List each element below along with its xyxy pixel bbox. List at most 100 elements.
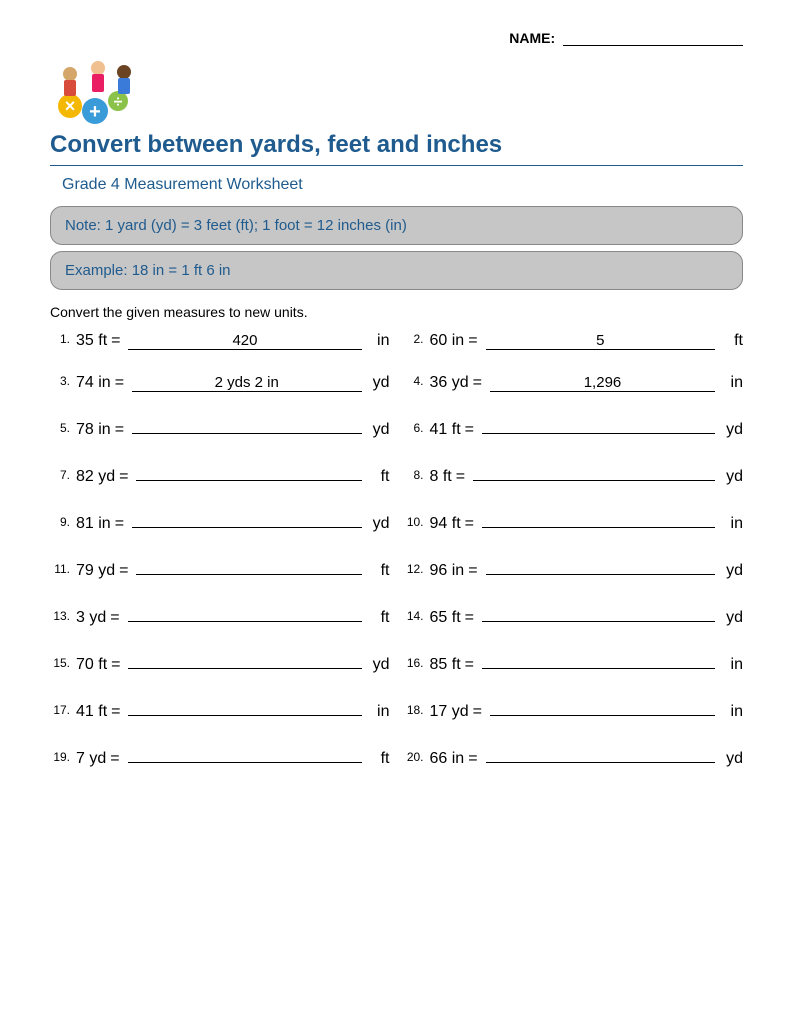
problem-given: 35 ft [76, 332, 107, 350]
subtitle: Grade 4 Measurement Worksheet [50, 176, 743, 194]
target-unit: yd [719, 750, 743, 768]
answer-blank[interactable]: 5 [486, 332, 715, 350]
problem-given: 94 ft [430, 515, 461, 533]
answer-blank[interactable] [128, 651, 361, 669]
problem-given: 66 in [430, 750, 465, 768]
problem-number: 4. [404, 374, 430, 388]
problem-given: 41 ft [430, 421, 461, 439]
problem-number: 12. [404, 562, 430, 576]
problem-given: 74 in [76, 374, 111, 392]
problem-given: 70 ft [76, 656, 107, 674]
problem-number: 1. [50, 332, 76, 346]
problem-number: 3. [50, 374, 76, 388]
answer-blank[interactable] [490, 698, 715, 716]
equals-sign: = [110, 609, 119, 627]
answer-blank[interactable] [132, 510, 361, 528]
problem-given: 41 ft [76, 703, 107, 721]
problem-row: 9.81 in=yd [50, 510, 390, 533]
problem-row: 7.82 yd=ft [50, 463, 390, 486]
equals-sign: = [111, 332, 120, 350]
problem-row: 8.8 ft=yd [404, 463, 744, 486]
problem-given: 7 yd [76, 750, 106, 768]
name-field: NAME: [50, 30, 743, 46]
answer-blank[interactable] [128, 745, 362, 763]
equals-sign: = [465, 656, 474, 674]
problem-number: 15. [50, 656, 76, 670]
target-unit: in [719, 703, 743, 721]
problem-number: 14. [404, 609, 430, 623]
target-unit: in [366, 332, 390, 350]
problem-row: 15.70 ft=yd [50, 651, 390, 674]
equals-sign: = [468, 332, 477, 350]
problem-row: 16.85 ft= in [404, 651, 744, 674]
problem-row: 1.35 ft= 420 in [50, 332, 390, 350]
problem-row: 18.17 yd=in [404, 698, 744, 721]
problem-row: 6.41 ft=yd [404, 416, 744, 439]
problem-number: 18. [404, 703, 430, 717]
problem-number: 13. [50, 609, 76, 623]
problem-given: 3 yd [76, 609, 106, 627]
answer-blank[interactable] [128, 698, 361, 716]
equals-sign: = [110, 750, 119, 768]
problem-number: 9. [50, 515, 76, 529]
problem-number: 17. [50, 703, 76, 717]
answer-blank[interactable] [136, 557, 361, 575]
problem-row: 4.36 yd=1,296in [404, 374, 744, 392]
target-unit: yd [719, 468, 743, 486]
problem-number: 16. [404, 656, 430, 670]
target-unit: ft [719, 332, 743, 350]
problem-given: 17 yd [430, 703, 469, 721]
answer-blank[interactable]: 2 yds 2 in [132, 374, 361, 392]
answer-blank[interactable] [486, 745, 715, 763]
problem-number: 20. [404, 750, 430, 764]
problem-given: 96 in [430, 562, 465, 580]
equals-sign: = [115, 421, 124, 439]
answer-blank[interactable] [132, 416, 361, 434]
svg-text:+: + [89, 101, 101, 123]
answer-blank[interactable] [486, 557, 715, 575]
problem-given: 65 ft [430, 609, 461, 627]
problem-given: 36 yd [430, 374, 469, 392]
answer-blank[interactable]: 1,296 [490, 374, 715, 392]
equals-sign: = [119, 468, 128, 486]
page-title: Convert between yards, feet and inches [50, 131, 743, 166]
equals-sign: = [111, 703, 120, 721]
target-unit: yd [366, 374, 390, 392]
target-unit: yd [719, 421, 743, 439]
problem-given: 82 yd [76, 468, 115, 486]
problem-given: 78 in [76, 421, 111, 439]
target-unit: yd [366, 656, 390, 674]
problem-number: 8. [404, 468, 430, 482]
problem-row: 10.94 ft=in [404, 510, 744, 533]
target-unit: in [719, 656, 743, 674]
equals-sign: = [468, 562, 477, 580]
answer-blank[interactable] [482, 510, 715, 528]
answer-blank[interactable] [482, 651, 715, 669]
problem-number: 10. [404, 515, 430, 529]
problem-row: 13.3 yd= ft [50, 604, 390, 627]
svg-text:÷: ÷ [114, 94, 123, 111]
target-unit: yd [719, 609, 743, 627]
target-unit: ft [366, 609, 390, 627]
problem-row: 5.78 in=yd [50, 416, 390, 439]
problem-given: 85 ft [430, 656, 461, 674]
target-unit: yd [719, 562, 743, 580]
answer-blank[interactable] [128, 604, 362, 622]
answer-blank[interactable] [482, 604, 715, 622]
name-blank-line[interactable] [563, 45, 743, 46]
problem-row: 17.41 ft= in [50, 698, 390, 721]
target-unit: yd [366, 515, 390, 533]
target-unit: in [366, 703, 390, 721]
problem-row: 11.79 yd=ft [50, 557, 390, 580]
answer-blank[interactable]: 420 [128, 332, 361, 350]
answer-blank[interactable] [473, 463, 715, 481]
problem-row: 14.65 ft=yd [404, 604, 744, 627]
answer-blank[interactable] [482, 416, 715, 434]
svg-text:×: × [65, 96, 76, 116]
target-unit: in [719, 515, 743, 533]
kids-math-logo: × + ÷ [50, 56, 160, 126]
problem-row: 12.96 in= yd [404, 557, 744, 580]
answer-blank[interactable] [136, 463, 361, 481]
problem-number: 7. [50, 468, 76, 482]
target-unit: in [719, 374, 743, 392]
